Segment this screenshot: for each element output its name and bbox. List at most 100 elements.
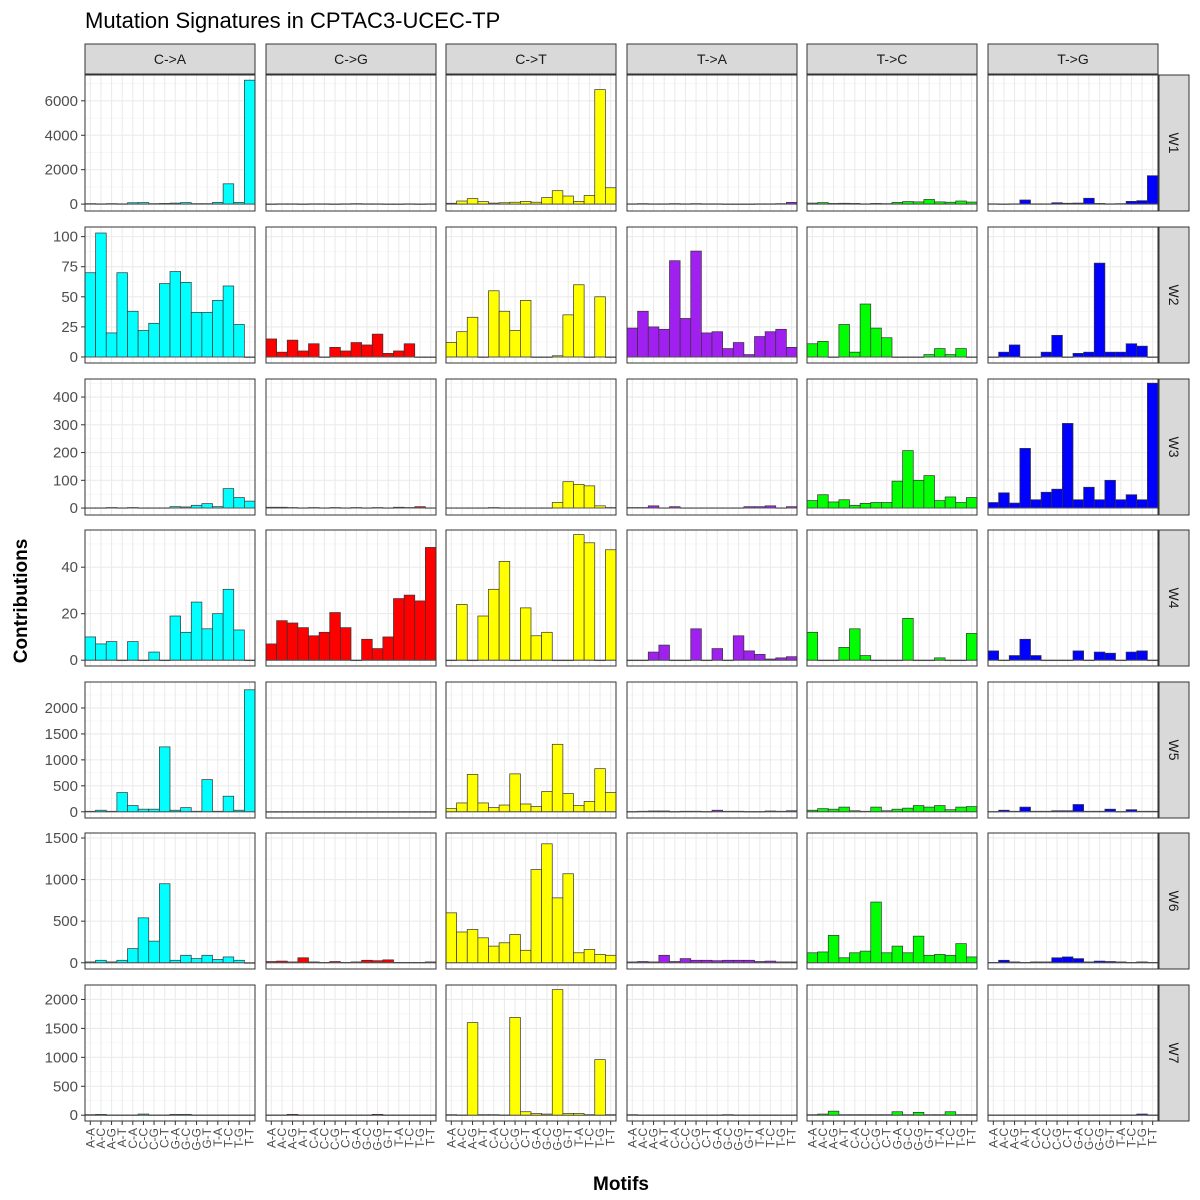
- facet-strip-w7: [1158, 984, 1190, 1122]
- bar: [838, 324, 850, 358]
- bar: [1062, 423, 1074, 509]
- bar: [95, 232, 107, 358]
- x-tick-label: A-G: [466, 1128, 480, 1149]
- x-tick-label: T-G: [413, 1128, 427, 1148]
- x-tick-label: T-T: [243, 1127, 257, 1146]
- panel-border: [265, 226, 437, 364]
- x-tick-label: C-G: [1050, 1128, 1064, 1150]
- panel-w2-c-to-a: [84, 226, 256, 364]
- bar: [148, 322, 160, 358]
- bar: [244, 79, 256, 205]
- facet-strip-w1: [1158, 74, 1190, 212]
- panel-w3-c-to-g: [265, 378, 437, 516]
- bar: [1083, 351, 1095, 358]
- bar: [849, 351, 861, 358]
- bar: [870, 806, 882, 813]
- panel-w1-c-to-a: [84, 74, 256, 212]
- panel-w7-t-to-g: [987, 984, 1159, 1122]
- panel-border: [84, 832, 256, 970]
- bar: [1019, 199, 1031, 205]
- bar: [1008, 655, 1021, 661]
- x-tick-label: A-T: [1018, 1127, 1032, 1147]
- bar: [530, 869, 542, 964]
- x-tick-label: A-G: [105, 1128, 119, 1149]
- bar: [498, 804, 511, 813]
- x-tick-label: C-C: [497, 1128, 511, 1150]
- facet-strip-w4: [1158, 529, 1190, 667]
- bar: [902, 617, 914, 661]
- panel-border: [265, 378, 437, 516]
- bar: [849, 952, 861, 964]
- bar: [859, 502, 872, 509]
- bar: [201, 503, 213, 509]
- bar: [318, 631, 331, 661]
- panel-border: [626, 529, 798, 667]
- panel-w6-t-to-a: [626, 832, 798, 970]
- y-tick-label: 500: [53, 1078, 78, 1095]
- bar: [498, 310, 511, 358]
- panel-border: [806, 984, 978, 1122]
- panel-w3-t-to-g: [987, 378, 1159, 516]
- bar: [1040, 351, 1053, 358]
- y-tick-label: 0: [70, 1107, 78, 1124]
- x-tick-label: A-A: [986, 1128, 1000, 1148]
- bar: [722, 348, 734, 358]
- bar: [1072, 650, 1084, 661]
- panel-border: [987, 74, 1159, 212]
- panel-w1-c-to-t: [445, 74, 617, 212]
- bar: [562, 314, 574, 358]
- panel-background: [627, 530, 797, 666]
- bar: [955, 806, 967, 813]
- panel-border: [84, 74, 256, 212]
- bar: [148, 651, 160, 661]
- bar: [456, 604, 468, 661]
- bar: [838, 647, 850, 661]
- bar: [605, 954, 617, 964]
- panel-border: [445, 226, 617, 364]
- bar: [583, 485, 596, 509]
- bar: [944, 954, 957, 964]
- bar: [520, 803, 532, 813]
- bar: [998, 351, 1010, 358]
- bar: [169, 615, 181, 661]
- bar: [817, 494, 829, 509]
- y-tick-label: 40: [61, 559, 78, 576]
- panel-background: [988, 75, 1158, 211]
- y-tick-label: 0: [70, 804, 78, 821]
- facet-strip-label: T->G: [1057, 51, 1089, 67]
- x-tick-label: C-T: [880, 1127, 894, 1148]
- bar: [881, 952, 893, 964]
- x-tick-label: T-G: [1135, 1128, 1149, 1148]
- bar: [605, 792, 617, 813]
- x-tick-label: T-G: [593, 1128, 607, 1148]
- panel-w2-t-to-c: [806, 226, 978, 364]
- y-tick-label: 1000: [45, 1049, 78, 1066]
- panel-border: [987, 529, 1159, 667]
- facet-row-label: W2: [1166, 285, 1182, 306]
- x-tick-label: G-T: [200, 1127, 214, 1148]
- x-tick-label: G-G: [732, 1128, 746, 1151]
- x-tick-label: T-A: [211, 1128, 225, 1147]
- bar: [944, 1111, 957, 1116]
- x-tick-label: C-G: [328, 1128, 342, 1150]
- panel-border: [265, 984, 437, 1122]
- bar: [84, 272, 96, 358]
- bar: [371, 333, 384, 358]
- x-tick-label: G-G: [1093, 1128, 1107, 1151]
- bar: [1072, 499, 1084, 509]
- bar: [488, 290, 500, 358]
- bar: [838, 499, 850, 509]
- panel-border: [987, 681, 1159, 819]
- y-tick-label: 1500: [45, 830, 78, 847]
- bar: [190, 958, 203, 964]
- x-tick-label: A-C: [94, 1128, 108, 1149]
- facet-strip-w5: [1158, 681, 1190, 819]
- facet-row-label: W3: [1166, 437, 1182, 458]
- bar: [180, 954, 192, 964]
- y-tick-label: 6000: [45, 93, 78, 110]
- bar: [180, 631, 192, 661]
- bar: [530, 806, 542, 813]
- panel-border: [987, 378, 1159, 516]
- panel-background: [85, 985, 255, 1121]
- x-tick-label: A-G: [286, 1128, 300, 1149]
